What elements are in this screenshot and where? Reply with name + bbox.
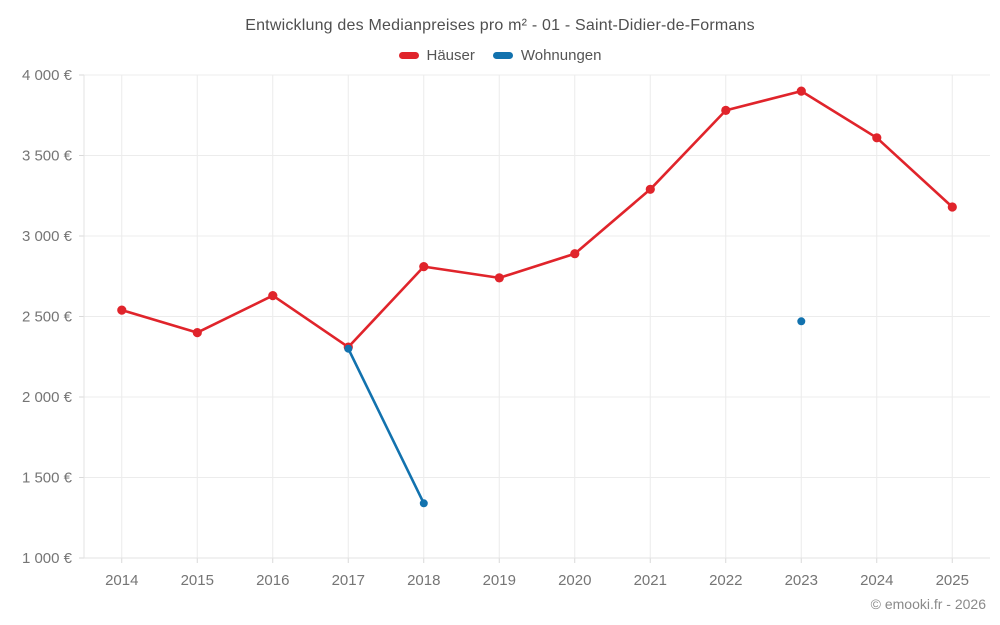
data-point[interactable] [872,133,882,143]
x-axis-label: 2019 [483,572,516,589]
copyright-footer: © emooki.fr - 2026 [870,596,986,612]
y-axis-label: 2 000 € [22,389,73,406]
data-point[interactable] [419,262,429,272]
data-point[interactable] [796,86,806,96]
x-axis-label: 2025 [936,572,969,589]
x-axis-label: 2017 [332,572,365,589]
y-axis-label: 2 500 € [22,309,73,326]
y-axis-label: 1 500 € [22,470,73,487]
data-point[interactable] [419,499,428,508]
x-axis-label: 2024 [860,572,893,589]
y-axis-label: 4 000 € [22,67,73,84]
data-point[interactable] [947,202,957,212]
y-axis-label: 1 000 € [22,550,73,567]
data-point[interactable] [797,317,806,326]
x-axis-label: 2023 [785,572,818,589]
data-point[interactable] [570,249,580,259]
chart-legend: Häuser Wohnungen [0,47,1000,64]
legend-label-haeuser: Häuser [426,47,475,64]
legend-swatch-haeuser-icon [398,52,419,59]
series-line-0 [120,89,954,349]
legend-item-haeuser[interactable]: Häuser [398,47,475,64]
data-point[interactable] [344,344,353,353]
y-axis-label: 3 500 € [22,148,73,165]
x-axis-label: 2018 [407,572,440,589]
data-point[interactable] [268,291,278,301]
data-point[interactable] [494,273,504,283]
x-axis-label: 2021 [634,572,667,589]
series-line-1 [347,347,426,505]
x-axis-label: 2015 [181,572,214,589]
legend-label-wohnungen: Wohnungen [520,47,602,64]
legend-swatch-wohnungen-icon [492,52,513,59]
data-point[interactable] [117,305,127,315]
chart-title: Entwicklung des Medianpreises pro m² - 0… [245,17,755,34]
data-point[interactable] [645,184,655,194]
legend-item-wohnungen[interactable]: Wohnungen [492,47,602,64]
data-point[interactable] [721,105,731,115]
y-axis-label: 3 000 € [22,228,73,245]
x-axis-label: 2020 [558,572,591,589]
x-axis-label: 2022 [709,572,742,589]
x-axis-label: 2014 [105,572,138,589]
data-point[interactable] [192,328,202,338]
x-axis-label: 2016 [256,572,289,589]
